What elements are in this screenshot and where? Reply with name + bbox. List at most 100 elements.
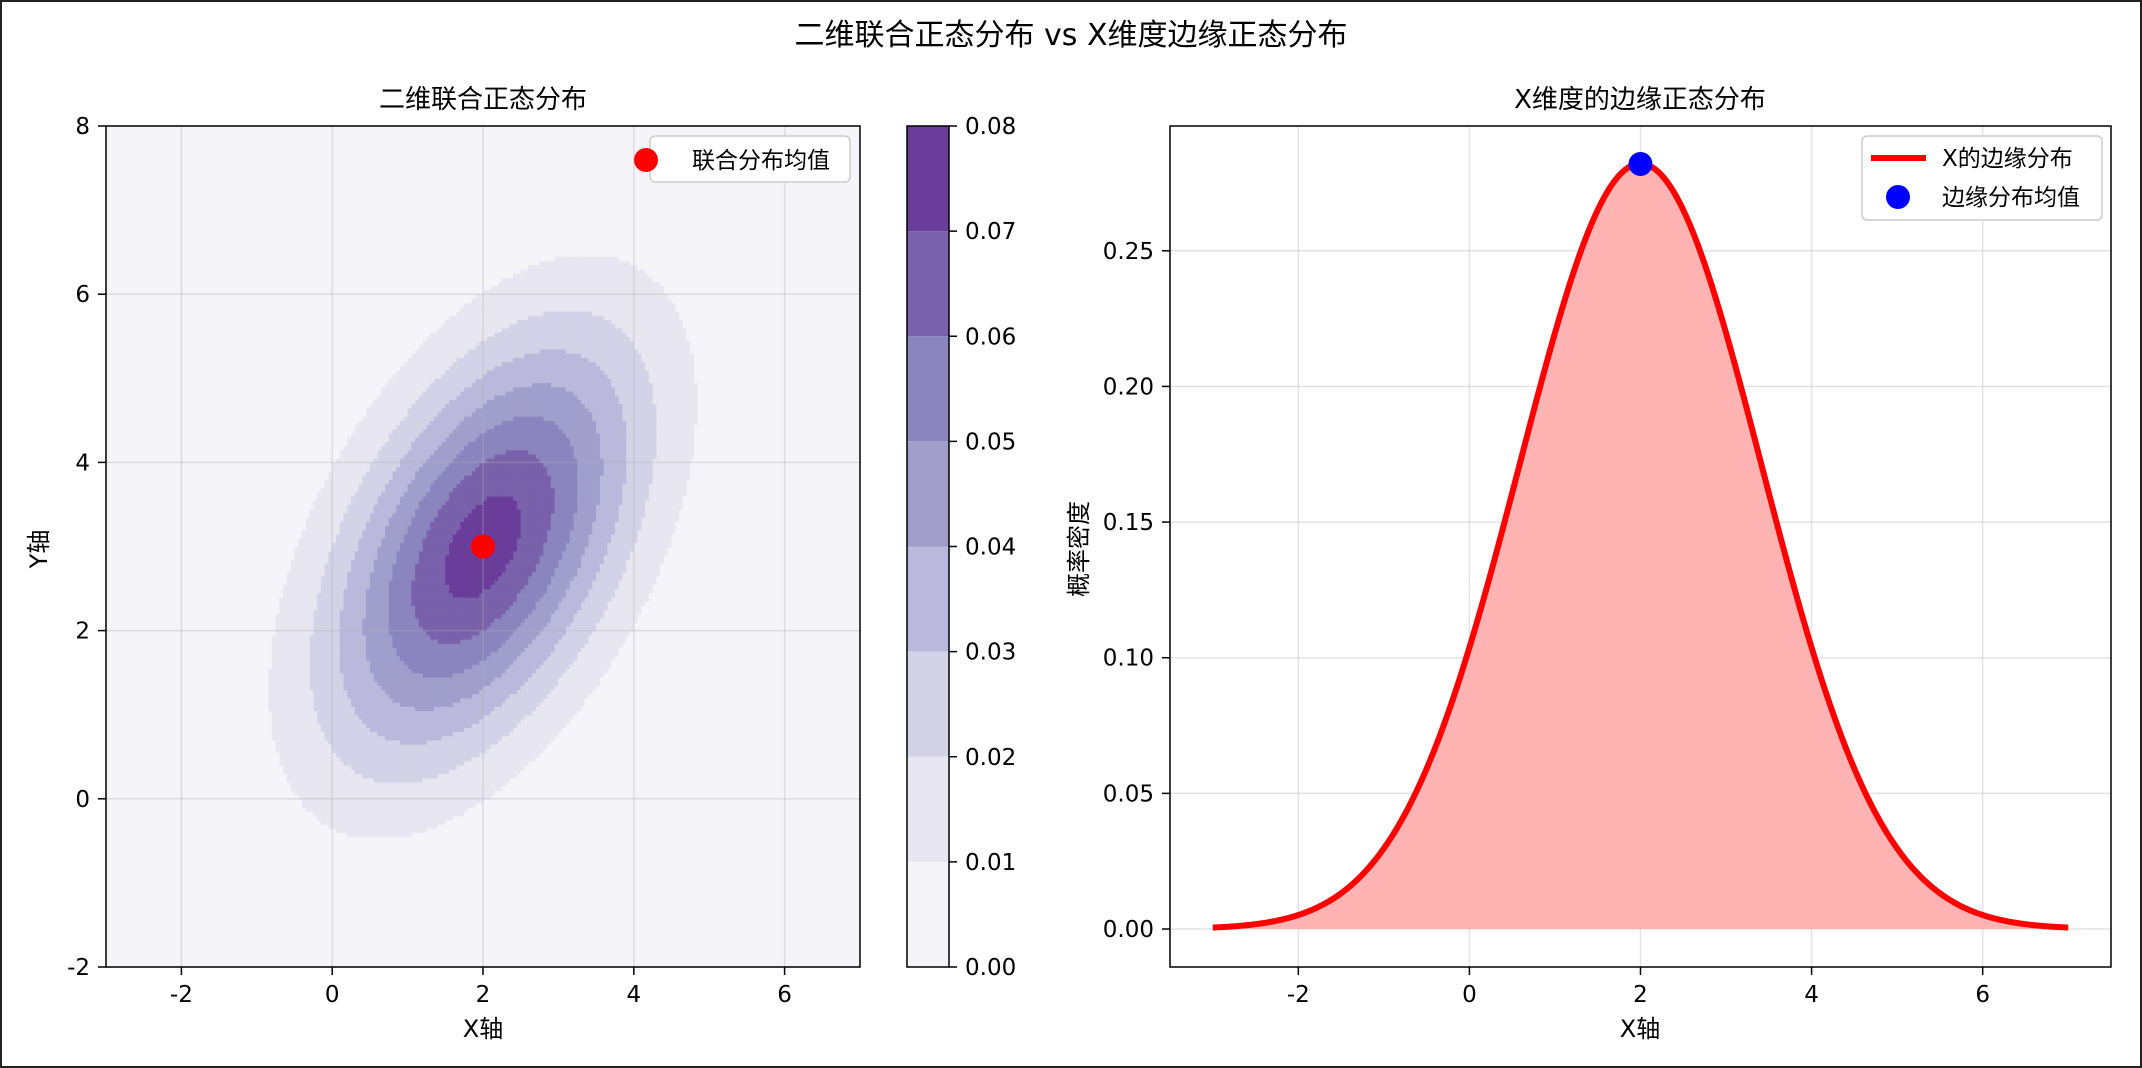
contour-cell [110, 500, 114, 505]
contour-cell [170, 584, 174, 589]
contour-cell [166, 206, 170, 211]
contour-cell [189, 475, 193, 480]
contour-cell [129, 517, 133, 522]
contour-cell [110, 425, 114, 430]
contour-cell [110, 189, 114, 194]
contour-cell [147, 513, 151, 518]
contour-cell [129, 816, 133, 821]
contour-cell [155, 395, 159, 400]
contour-cell [114, 374, 118, 379]
contour-cell [117, 593, 121, 598]
contour-cell [125, 231, 129, 236]
contour-cell [117, 429, 121, 434]
contour-cell [151, 853, 155, 858]
contour-cell [196, 912, 200, 917]
contour-cell [170, 896, 174, 901]
contour-cell [189, 336, 193, 341]
contour-cell [132, 887, 136, 892]
contour-cell [174, 727, 178, 732]
contour-cell [159, 887, 163, 892]
contour-cell [121, 298, 125, 303]
contour-cell [140, 231, 144, 236]
contour-cell [140, 610, 144, 615]
contour-cell [144, 584, 148, 589]
contour-cell [151, 643, 155, 648]
contour-cell [193, 555, 197, 560]
contour-cell [151, 370, 155, 375]
contour-cell [147, 576, 151, 581]
contour-cell [196, 929, 200, 934]
contour-cell [174, 193, 178, 198]
contour-cell [110, 757, 114, 762]
contour-cell [151, 143, 155, 148]
contour-cell [170, 425, 174, 430]
contour-cell [185, 908, 189, 913]
contour-cell [163, 824, 167, 829]
contour-cell [129, 908, 133, 913]
contour-cell [114, 656, 118, 661]
contour-cell [144, 576, 148, 581]
contour-cell [170, 328, 174, 333]
contour-cell [196, 273, 200, 278]
contour-cell [155, 896, 159, 901]
contour-cell [140, 677, 144, 682]
contour-cell [151, 870, 155, 875]
contour-cell [185, 782, 189, 787]
contour-cell [140, 328, 144, 333]
contour-cell [189, 193, 193, 198]
contour-cell [166, 748, 170, 753]
contour-cell [189, 307, 193, 312]
contour-cell [155, 668, 159, 673]
contour-cell [125, 694, 129, 699]
contour-cell [174, 811, 178, 816]
contour-cell [136, 483, 140, 488]
contour-cell [129, 664, 133, 669]
contour-cell [151, 332, 155, 337]
contour-cell [166, 778, 170, 783]
contour-cell [132, 673, 136, 678]
contour-cell [151, 896, 155, 901]
contour-cell [155, 139, 159, 144]
contour-cell [136, 896, 140, 901]
contour-cell [132, 210, 136, 215]
contour-cell [163, 328, 167, 333]
contour-cell [121, 357, 125, 362]
contour-cell [185, 282, 189, 287]
contour-cell [166, 534, 170, 539]
contour-cell [174, 303, 178, 308]
contour-cell [196, 584, 200, 589]
contour-cell [144, 715, 148, 720]
contour-cell [166, 551, 170, 556]
contour-cell [129, 391, 133, 396]
contour-cell [155, 265, 159, 270]
contour-cell [151, 689, 155, 694]
contour-cell [196, 261, 200, 266]
contour-cell [196, 946, 200, 951]
contour-cell [159, 610, 163, 615]
contour-cell [151, 450, 155, 455]
contour-cell [155, 467, 159, 472]
contour-cell [155, 219, 159, 224]
contour-cell [166, 832, 170, 837]
contour-cell [196, 862, 200, 867]
contour-cell [185, 496, 189, 501]
contour-cell [166, 202, 170, 207]
contour-cell [110, 782, 114, 787]
contour-cell [170, 610, 174, 615]
contour-cell [144, 383, 148, 388]
contour-cell [132, 668, 136, 673]
contour-cell [193, 925, 197, 930]
contour-cell [117, 345, 121, 350]
contour-cell [114, 849, 118, 854]
contour-cell [189, 589, 193, 594]
contour-cell [170, 345, 174, 350]
contour-cell [166, 727, 170, 732]
contour-cell [121, 551, 125, 556]
contour-cell [147, 601, 151, 606]
contour-cell [189, 412, 193, 417]
contour-cell [166, 921, 170, 926]
contour-cell [155, 286, 159, 291]
contour-cell [151, 416, 155, 421]
contour-cell [117, 206, 121, 211]
contour-cell [132, 652, 136, 657]
